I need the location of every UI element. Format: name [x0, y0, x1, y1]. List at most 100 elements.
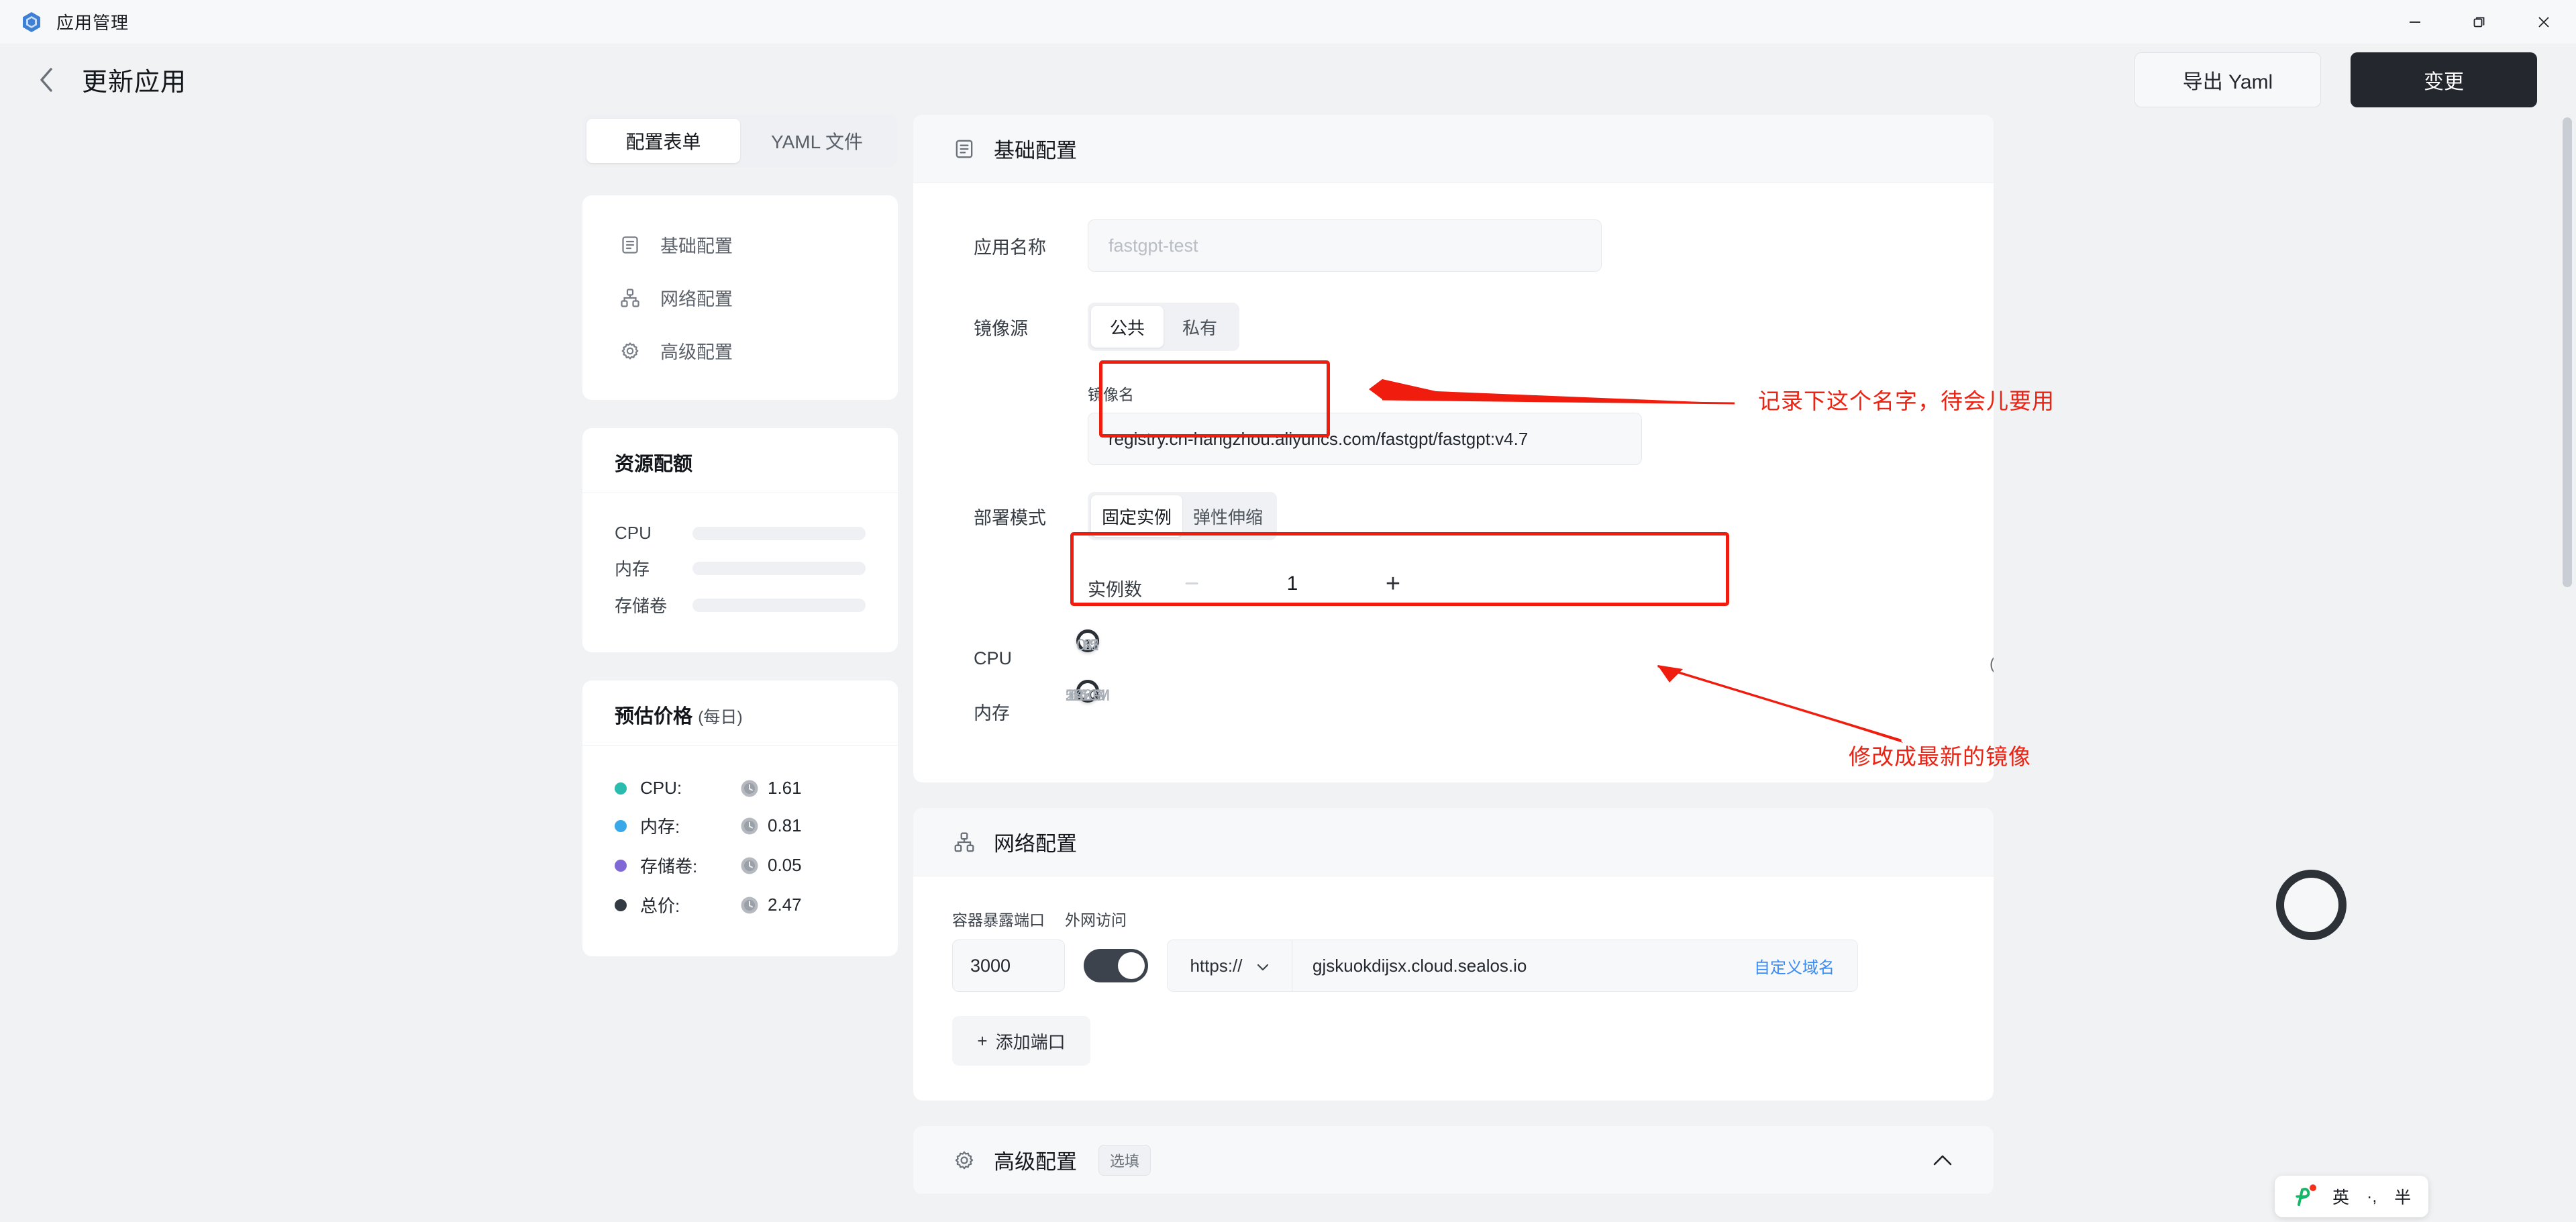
- cpu-slider-thumb[interactable]: [1076, 629, 1099, 652]
- coin-icon: [739, 778, 760, 799]
- network-config-header: 网络配置: [913, 808, 1994, 876]
- container-port-label: 容器暴露端口: [952, 911, 1045, 929]
- slider-tick-label[interactable]: 4 G: [1074, 686, 1101, 705]
- estimated-price-body: CPU: 1.61 内存: 0.81 存储卷:: [582, 746, 898, 956]
- sidebar-item-label: 基础配置: [660, 236, 733, 256]
- page-scrollbar[interactable]: [2563, 117, 2572, 1037]
- sidebar-item-basic-config[interactable]: 基础配置: [582, 218, 898, 271]
- resource-quota-header: 资源配额: [582, 428, 898, 493]
- advanced-config-header[interactable]: 高级配置 选填: [913, 1126, 1994, 1194]
- price-value: 0.81: [768, 815, 802, 835]
- slider-tick-label[interactable]: 0.1: [1076, 636, 1099, 654]
- slider-tick-label[interactable]: 0.2: [1076, 636, 1099, 654]
- export-yaml-button[interactable]: 导出 Yaml: [2134, 52, 2321, 107]
- price-value: 1.61: [768, 778, 802, 798]
- deploy-mode-elastic-option[interactable]: 弹性伸缩: [1193, 507, 1264, 527]
- resource-quota-card: 资源配额 CPU 内存 存储卷: [582, 428, 898, 652]
- ime-language-toggle[interactable]: 英: [2332, 1188, 2350, 1207]
- chevron-up-icon[interactable]: [1928, 1145, 1957, 1175]
- tab-config-form[interactable]: 配置表单: [586, 119, 740, 163]
- image-source-segmented: 公共 私有: [1088, 303, 1239, 351]
- replicas-label: 实例数: [1088, 580, 1142, 600]
- quota-row-memory: 内存: [615, 556, 866, 580]
- slider-tick-label[interactable]: 8 G: [1074, 686, 1101, 705]
- image-source-row: 镜像源 公共 私有: [974, 303, 1955, 351]
- slider-tick-label[interactable]: 4: [1083, 636, 1092, 654]
- image-source-public-option[interactable]: 公共: [1091, 306, 1164, 348]
- resource-quota-body: CPU 内存 存储卷: [582, 493, 898, 652]
- ime-toolbar: 英 ·, 半: [2275, 1176, 2429, 1217]
- deploy-mode-fixed-option[interactable]: 固定实例: [1091, 495, 1183, 537]
- form-column: 基础配置 应用名称 镜像源 公共 私有 镜像名: [913, 115, 1994, 1222]
- protocol-select[interactable]: https://: [1168, 940, 1292, 991]
- price-value: 2.47: [768, 895, 802, 915]
- network-config-body: 容器暴露端口 外网访问 https://: [913, 876, 1994, 1101]
- page-header: 更新应用 导出 Yaml 变更: [0, 44, 2576, 115]
- image-source-private-option[interactable]: 私有: [1182, 317, 1217, 338]
- slider-tick-label[interactable]: 128 M: [1065, 686, 1111, 705]
- resource-quota-title: 资源配额: [615, 454, 693, 475]
- back-chevron-icon[interactable]: [32, 65, 62, 95]
- image-name-block: 镜像名: [1088, 382, 1955, 465]
- slider-tick-label[interactable]: 3: [1083, 636, 1092, 654]
- replicas-increment-button[interactable]: +: [1385, 570, 1401, 598]
- slider-tick-label[interactable]: 1 G: [1074, 686, 1101, 705]
- price-row-cpu: CPU: 1.61: [615, 778, 866, 799]
- price-row-storage: 存储卷: 0.05: [615, 853, 866, 878]
- domain-value[interactable]: gjskuokdijsx.cloud.sealos.io: [1312, 955, 1527, 976]
- basic-config-body: 应用名称 镜像源 公共 私有 镜像名 部署模式: [913, 183, 1994, 782]
- slider-tick-label[interactable]: 512 M: [1065, 686, 1111, 705]
- scrollbar-thumb[interactable]: [2563, 117, 2572, 587]
- sidebar-item-network-config[interactable]: 网络配置: [582, 271, 898, 324]
- slider-tick-label[interactable]: 64 M: [1070, 686, 1106, 705]
- estimated-price-header: 预估价格 (每日): [582, 680, 898, 746]
- image-name-input[interactable]: [1088, 413, 1642, 465]
- slider-tick-label[interactable]: 8: [1083, 636, 1092, 654]
- slider-tick-label[interactable]: 1: [1083, 636, 1092, 654]
- replicas-row: 实例数 − 1 +: [1088, 571, 1955, 605]
- coin-icon: [739, 856, 760, 876]
- price-title-main: 预估价格: [615, 706, 693, 727]
- memory-slider-label: 内存: [974, 703, 1010, 723]
- memory-slider-thumb[interactable]: [1076, 680, 1099, 703]
- price-title-sub: (每日): [698, 708, 743, 727]
- image-name-label: 镜像名: [1088, 386, 1134, 403]
- app-name-row: 应用名称: [974, 219, 1955, 272]
- container-port-input[interactable]: [952, 939, 1065, 992]
- config-tab-switcher: 配置表单 YAML 文件: [582, 115, 898, 167]
- minimize-button[interactable]: [2383, 0, 2447, 44]
- price-value: 0.05: [768, 855, 802, 875]
- custom-domain-link[interactable]: 自定义域名: [1754, 958, 1835, 977]
- price-row-total: 总价: 2.47: [615, 893, 866, 917]
- apply-change-button[interactable]: 变更: [2351, 52, 2537, 107]
- ime-width-toggle[interactable]: 半: [2394, 1188, 2412, 1207]
- sidebar-item-label: 网络配置: [660, 289, 733, 309]
- quota-track: [692, 561, 866, 575]
- pinyin-logo-icon[interactable]: [2292, 1184, 2316, 1208]
- add-port-button[interactable]: + 添加端口: [952, 1016, 1090, 1066]
- quota-track: [692, 598, 866, 612]
- close-button[interactable]: [2512, 0, 2576, 44]
- replicas-value[interactable]: 1: [1286, 572, 1298, 595]
- document-icon: [952, 137, 976, 161]
- slider-tick-label[interactable]: 16 G: [1070, 686, 1106, 705]
- quota-row-storage: 存储卷: [615, 593, 866, 617]
- price-label: CPU:: [640, 778, 682, 798]
- sidebar-item-advanced-config[interactable]: 高级配置: [582, 324, 898, 377]
- restore-button[interactable]: [2447, 0, 2512, 44]
- slider-tick-label[interactable]: 256 M: [1065, 686, 1111, 705]
- slider-tick-label[interactable]: 0.5: [1076, 636, 1099, 654]
- document-icon: [619, 234, 641, 256]
- slider-tick-label[interactable]: 2 G: [1074, 686, 1101, 705]
- basic-config-title: 基础配置: [994, 139, 1077, 162]
- titlebar-left: 应用管理: [0, 9, 129, 34]
- ime-punctuation-toggle[interactable]: ·,: [2367, 1186, 2377, 1206]
- app-logo-icon: [20, 11, 43, 34]
- replicas-decrement-button[interactable]: −: [1184, 570, 1200, 598]
- external-access-toggle[interactable]: [1084, 949, 1148, 982]
- slider-tick-label[interactable]: 2: [1083, 636, 1092, 654]
- app-name-input[interactable]: [1088, 219, 1602, 272]
- tab-yaml-file[interactable]: YAML 文件: [771, 132, 863, 152]
- quota-label: 内存: [615, 559, 650, 579]
